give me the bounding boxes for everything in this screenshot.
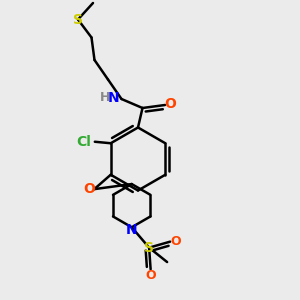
Text: O: O	[164, 98, 176, 111]
Text: O: O	[83, 182, 95, 196]
Text: O: O	[171, 235, 182, 248]
Text: N: N	[126, 223, 138, 237]
Text: Cl: Cl	[76, 135, 91, 149]
Text: S: S	[144, 241, 154, 255]
Text: H: H	[100, 91, 110, 104]
Text: N: N	[107, 91, 119, 104]
Text: O: O	[145, 269, 156, 282]
Text: S: S	[73, 13, 83, 26]
